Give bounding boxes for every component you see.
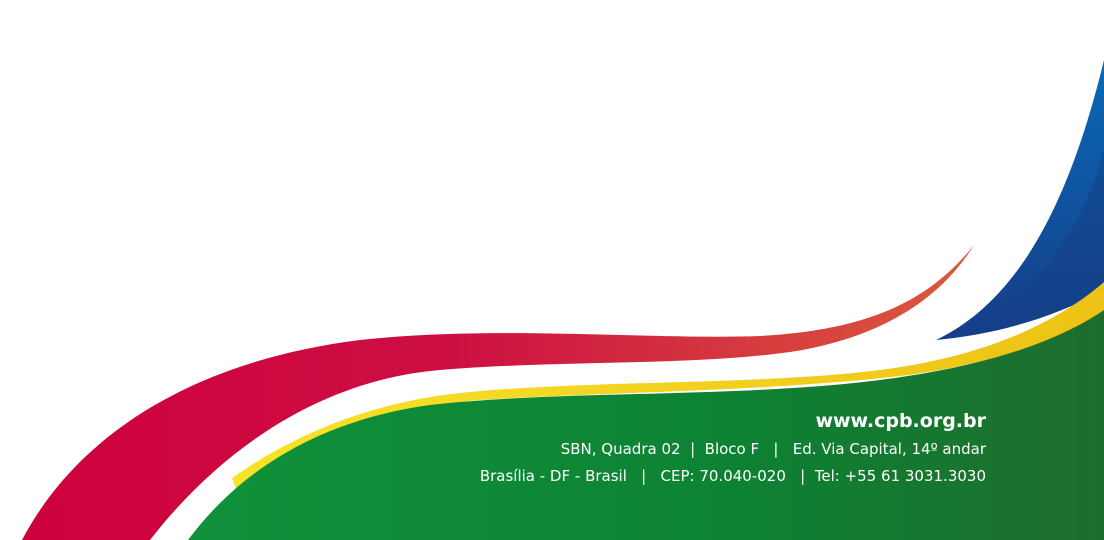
yellow-wave — [232, 282, 1104, 500]
blue-wave-shade — [950, 150, 1104, 336]
address-line-1: SBN, Quadra 02 | Bloco F | Ed. Via Capit… — [560, 440, 986, 458]
green-wave — [188, 310, 1104, 540]
red-wave — [22, 245, 974, 540]
contact-block: www.cpb.org.br SBN, Quadra 02 | Bloco F … — [480, 408, 986, 490]
website-link[interactable]: www.cpb.org.br — [815, 410, 986, 432]
address-line-2: Brasília - DF - Brasil | CEP: 70.040-020… — [479, 467, 986, 485]
